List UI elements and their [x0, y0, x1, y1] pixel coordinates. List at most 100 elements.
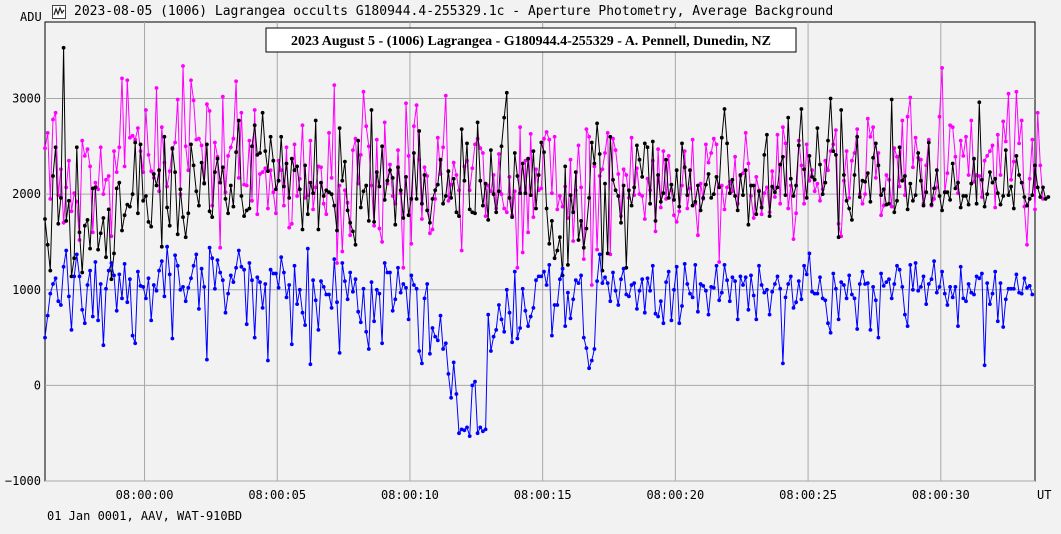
data-point [473, 211, 477, 216]
data-point [446, 198, 451, 203]
data-point [120, 76, 124, 81]
data-point [1006, 91, 1011, 96]
data-point [483, 214, 488, 219]
data-point [194, 252, 199, 257]
data-point [579, 185, 583, 190]
data-point [741, 283, 745, 287]
data-point [207, 109, 212, 113]
data-point [101, 216, 106, 220]
data-point [311, 191, 315, 196]
data-point [282, 184, 286, 189]
data-point [621, 183, 626, 188]
data-point [374, 287, 379, 292]
data-point [661, 321, 666, 326]
data-point [454, 173, 459, 177]
data-point [1019, 291, 1024, 296]
data-point [202, 181, 207, 186]
data-point [629, 283, 634, 287]
x-tick-label: 08:00:20 [646, 488, 704, 502]
data-point [348, 270, 353, 275]
data-point [966, 282, 971, 286]
data-point [295, 164, 299, 169]
data-point [218, 270, 223, 275]
lightcurve-app-icon[interactable] [52, 4, 66, 19]
data-point [879, 213, 883, 218]
data-point [531, 215, 536, 220]
data-point [127, 277, 132, 282]
data-point [271, 271, 276, 276]
data-point [497, 303, 501, 307]
data-point [451, 360, 456, 365]
data-point [303, 323, 307, 327]
data-point [390, 176, 395, 180]
x-tick-label: 08:00:30 [912, 488, 970, 502]
data-point [528, 132, 533, 136]
data-point [329, 176, 334, 180]
data-point [146, 276, 151, 281]
data-point [297, 287, 302, 292]
data-point [592, 164, 597, 169]
data-point [632, 281, 637, 285]
data-point [783, 295, 788, 300]
data-point [672, 198, 676, 202]
data-point [980, 195, 984, 199]
data-point [287, 225, 292, 230]
data-point [584, 346, 589, 350]
data-point [175, 263, 180, 268]
data-point [327, 131, 331, 135]
data-point [897, 145, 902, 150]
data-point [263, 282, 268, 286]
data-point [189, 142, 193, 147]
data-point [919, 285, 923, 289]
data-point [380, 341, 384, 346]
data-point [855, 127, 860, 131]
data-point [284, 145, 289, 150]
data-point [85, 218, 90, 222]
data-point [125, 202, 130, 207]
data-point [220, 278, 225, 283]
data-point [911, 198, 915, 203]
data-point [361, 89, 366, 94]
data-point [157, 168, 162, 173]
data-point [409, 197, 414, 201]
data-point [937, 114, 942, 119]
data-point [980, 177, 984, 182]
data-point [958, 138, 963, 143]
data-point [51, 117, 55, 122]
data-point [141, 285, 146, 289]
data-point [154, 288, 159, 293]
data-point [199, 266, 204, 271]
data-point [592, 161, 597, 166]
data-point [151, 283, 156, 287]
data-point [597, 152, 602, 156]
data-point [289, 156, 294, 161]
data-point [711, 285, 716, 290]
data-point [823, 180, 828, 185]
x-tick-label: 08:00:15 [514, 488, 572, 502]
data-point [279, 134, 284, 139]
data-point [1009, 286, 1013, 291]
data-point [956, 324, 960, 328]
data-point [45, 313, 50, 318]
data-point [958, 264, 963, 269]
data-point [1011, 159, 1016, 164]
data-point [106, 207, 111, 212]
y-tick-label: 1000 [12, 283, 41, 297]
data-point [335, 261, 339, 265]
data-point [356, 309, 361, 314]
data-point [351, 229, 355, 234]
data-point [743, 168, 748, 173]
data-point [977, 100, 982, 105]
data-point [295, 194, 299, 198]
data-point [908, 95, 913, 100]
data-point [414, 286, 419, 291]
data-point [295, 302, 299, 306]
data-point [754, 175, 759, 179]
data-point [961, 194, 966, 198]
data-point [648, 288, 652, 293]
data-point [197, 307, 201, 311]
data-point [343, 159, 347, 164]
data-point [754, 212, 759, 217]
data-point [96, 318, 100, 323]
